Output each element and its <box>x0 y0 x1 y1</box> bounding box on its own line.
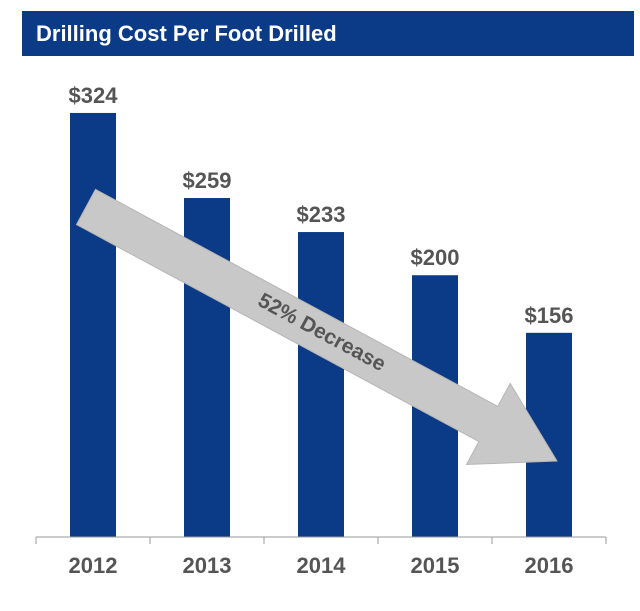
value-labels-group: $324 $259 $233 $200 $156 <box>69 83 574 328</box>
x-tick-label-2013: 2013 <box>183 553 232 578</box>
bar-2012 <box>70 112 116 538</box>
chart-title-bar: Drilling Cost Per Foot Drilled <box>22 11 634 56</box>
data-label-2013: $259 <box>183 168 232 193</box>
x-axis: 2012 2013 2014 2015 2016 <box>35 536 607 578</box>
data-label-2012: $324 <box>69 83 119 108</box>
x-tick-label-2012: 2012 <box>69 553 118 578</box>
x-tick-label-2016: 2016 <box>525 553 574 578</box>
bar-2014 <box>298 232 344 537</box>
data-label-2016: $156 <box>525 303 574 328</box>
x-tick-label-2014: 2014 <box>297 553 347 578</box>
chart-title: Drilling Cost Per Foot Drilled <box>36 20 337 46</box>
data-label-2015: $200 <box>411 245 460 270</box>
decrease-arrow-shape <box>75 188 558 466</box>
data-label-2014: $233 <box>297 202 346 227</box>
x-tick-label-2015: 2015 <box>411 553 460 578</box>
